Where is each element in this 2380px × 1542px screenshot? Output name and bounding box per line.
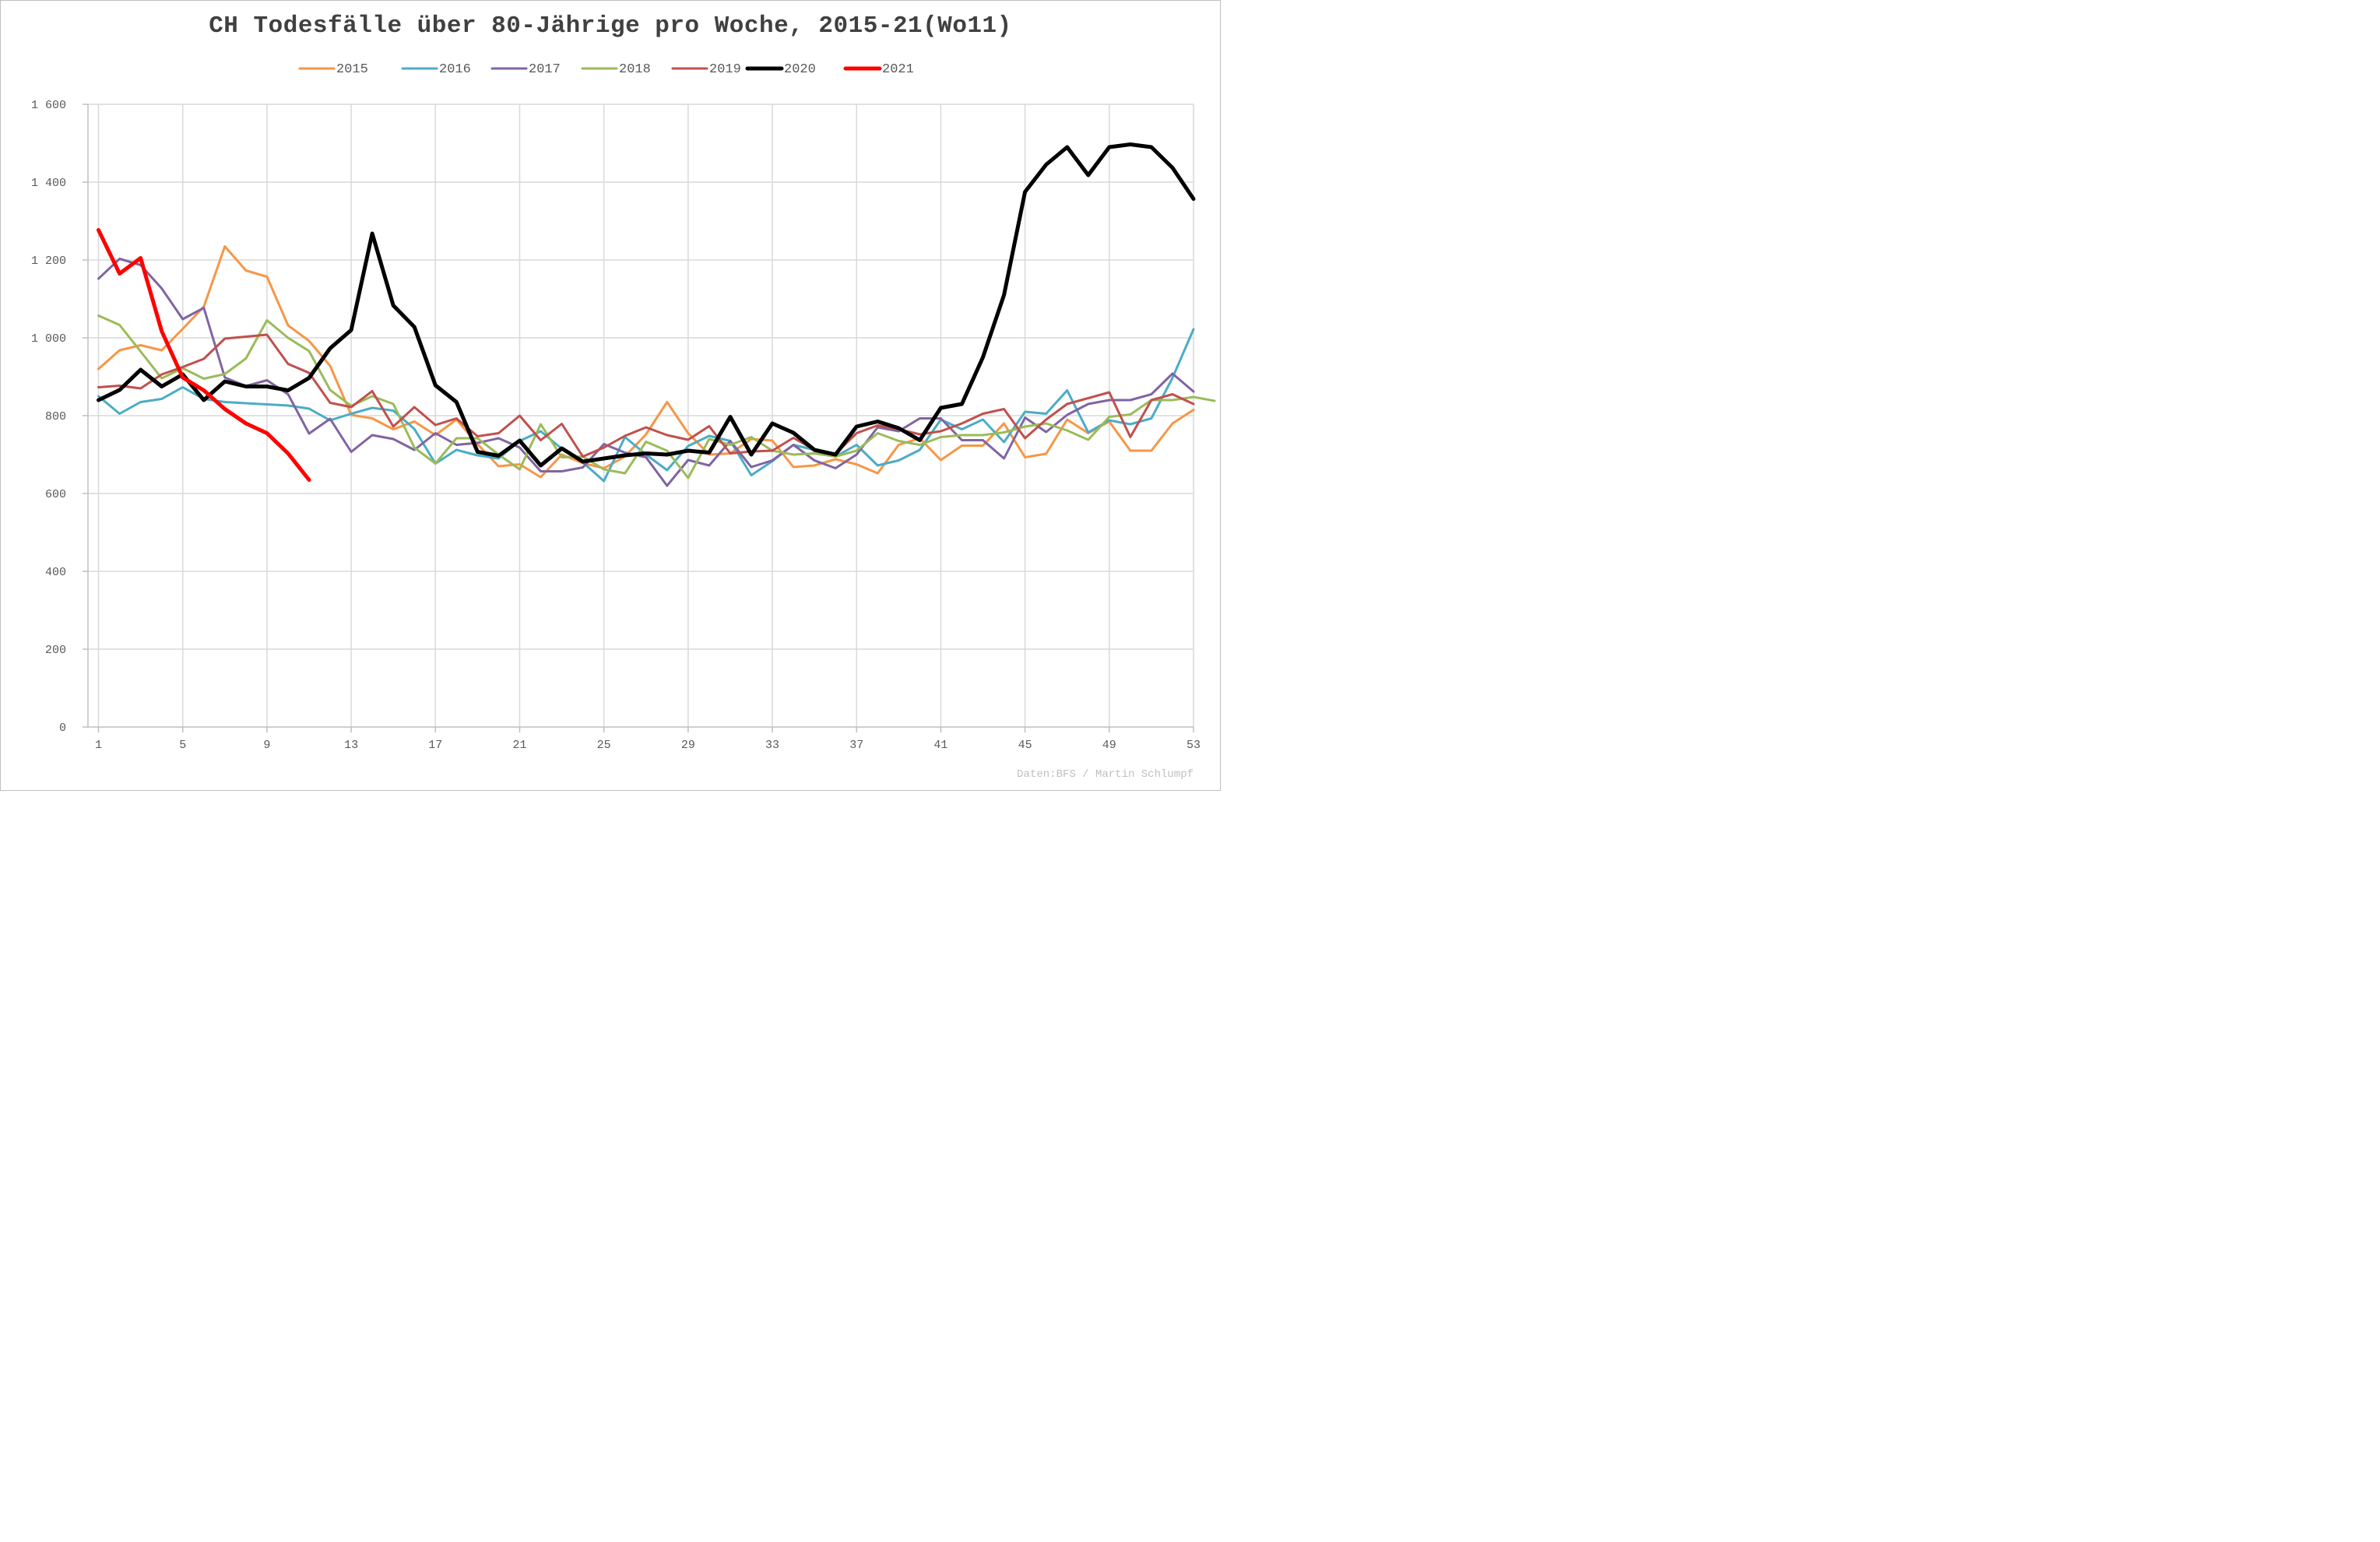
legend-label: 2016 [439, 62, 471, 77]
grid [88, 104, 1194, 727]
legend: 2015 2016 2017 2018 2019 2020 2021 [298, 62, 914, 77]
y-tick-label: 1 200 [31, 255, 66, 268]
x-tick-label: 25 [597, 739, 611, 752]
series-lines [97, 142, 1216, 487]
x-tick-label: 13 [344, 739, 358, 752]
legend-label: 2019 [709, 62, 741, 77]
x-tick-label: 37 [849, 739, 863, 752]
series-line-2020 [97, 142, 1196, 468]
tick-labels: 0 200 400 600 800 1 000 1 200 1 400 1 600 1 5 9 13 17… [31, 99, 1201, 752]
x-tick-label: 21 [512, 739, 526, 752]
y-tick-label: 1 000 [31, 332, 66, 346]
y-tick-label: 0 [59, 722, 66, 735]
y-tick-label: 600 [45, 488, 66, 501]
series-line-2018 [97, 314, 1216, 479]
legend-label: 2018 [619, 62, 651, 77]
chart-frame [0, 0, 1221, 791]
x-tick-label: 41 [933, 739, 947, 752]
legend-item-2016: 2016 [401, 62, 471, 77]
y-tick-label: 400 [45, 566, 66, 579]
series-line-2021 [97, 228, 311, 482]
line-chart: 0 200 400 600 800 1 000 1 200 1 400 1 600 1 5 9 13 17… [31, 62, 1216, 781]
x-tick-label: 49 [1102, 739, 1116, 752]
y-tick-label: 800 [45, 410, 66, 423]
x-tick-label: 33 [765, 739, 779, 752]
x-tick-label: 29 [681, 739, 695, 752]
y-tick-label: 1 400 [31, 177, 66, 190]
legend-label: 2017 [529, 62, 561, 77]
series-line-2019 [97, 333, 1195, 458]
x-tick-label: 45 [1018, 739, 1032, 752]
legend-label: 2015 [336, 62, 368, 77]
legend-item-2017: 2017 [490, 62, 561, 77]
legend-item-2021: 2021 [843, 62, 914, 77]
legend-item-2020: 2020 [745, 62, 816, 77]
x-tick-label: 5 [179, 739, 186, 752]
x-tick-label: 17 [428, 739, 442, 752]
y-tick-label: 200 [45, 644, 66, 657]
x-tick-label: 1 [95, 739, 102, 752]
axes [83, 104, 1194, 732]
legend-label: 2020 [784, 62, 816, 77]
chart-title: CH Todesfälle über 80-Jährige pro Woche,… [209, 12, 1012, 40]
x-tick-label: 9 [263, 739, 270, 752]
legend-item-2019: 2019 [671, 62, 741, 77]
legend-item-2015: 2015 [298, 62, 368, 77]
legend-item-2018: 2018 [581, 62, 651, 77]
x-tick-label: 53 [1186, 739, 1201, 752]
source-label: Daten:BFS / Martin Schlumpf [1017, 768, 1194, 781]
legend-label: 2021 [882, 62, 914, 77]
y-tick-label: 1 600 [31, 99, 66, 112]
series-line-2015 [97, 245, 1195, 479]
